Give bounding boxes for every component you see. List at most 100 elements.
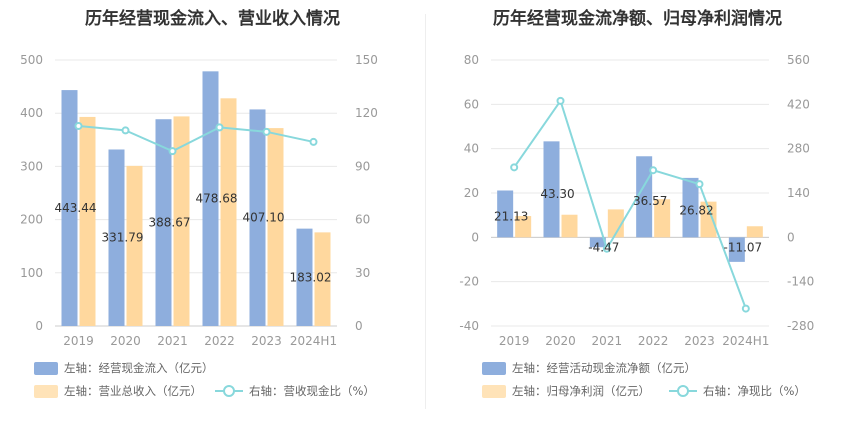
legend-swatch-line — [215, 384, 243, 398]
right-axis-tick-label: 420 — [787, 97, 810, 111]
data-label: 331.79 — [102, 231, 144, 245]
x-axis-tick-label: 2023 — [251, 334, 282, 348]
left-chart-plot: 0 100 200 300 400 500 0 30 60 90 120 150 2019 2020 202… — [20, 53, 378, 348]
line-point — [556, 96, 565, 105]
data-label: 443.44 — [55, 201, 97, 215]
legend-swatch-bar — [482, 361, 506, 375]
right-chart-plot: -40 -20 0 20 40 60 80 -280 -140 0 140 280 420 560 2019… — [459, 53, 814, 348]
data-label: -11.07 — [723, 240, 762, 254]
line-point — [215, 123, 224, 132]
x-axis-tick-label: 2020 — [110, 334, 141, 348]
bar-series-1 — [497, 190, 514, 238]
data-label: 21.13 — [494, 209, 528, 223]
bar-series-2 — [126, 165, 143, 326]
bar-series-1 — [728, 237, 745, 262]
bar-series-2 — [220, 98, 237, 326]
left-axis-tick-label: 100 — [20, 266, 43, 280]
left-axis-tick-label: 0 — [471, 230, 479, 244]
left-axis-tick-label: 500 — [20, 53, 43, 67]
bar-series-1 — [543, 141, 560, 238]
bar-series-2 — [173, 116, 190, 326]
line-point — [695, 180, 704, 189]
right-chart-panel: 历年经营现金流净额、归母净利润情况 -40 -20 0 20 40 60 80 -280 -14… — [425, 0, 850, 437]
bar-series-2 — [746, 226, 763, 238]
legend-item-revenue[interactable]: 左轴：营业总收入（亿元） — [34, 383, 202, 399]
left-axis-tick-label: 300 — [20, 159, 43, 173]
right-axis-tick-label: 120 — [355, 106, 378, 120]
left-axis-tick-label: 20 — [464, 186, 479, 200]
right-axis-tick-label: 60 — [355, 213, 370, 227]
legend-label: 左轴：经营现金流入（亿元） — [64, 361, 214, 375]
legend-swatch-bar — [34, 384, 58, 398]
line-series — [78, 124, 314, 153]
line-point — [309, 137, 318, 146]
bar-series-2 — [314, 232, 331, 326]
data-label: 26.82 — [679, 204, 713, 218]
x-axis-tick-label: 2022 — [638, 334, 669, 348]
data-label: 478.68 — [196, 192, 238, 206]
right-axis-tick-label: -280 — [787, 319, 814, 333]
data-label: 407.10 — [243, 211, 285, 225]
right-axis-tick-label: 0 — [355, 319, 363, 333]
line-point — [602, 244, 611, 253]
line-point — [262, 127, 271, 136]
bar-series-1 — [296, 228, 313, 326]
x-axis-tick-label: 2020 — [545, 334, 576, 348]
legend-item-net-cashflow[interactable]: 左轴：经营活动现金流净额（亿元） — [482, 360, 696, 376]
data-label: 388.67 — [149, 216, 191, 230]
legend-swatch-bar — [482, 384, 506, 398]
left-axis-tick-label: 60 — [464, 97, 479, 111]
line-point — [168, 147, 177, 156]
x-axis-tick-label: 2021 — [157, 334, 188, 348]
left-axis-tick-label: -20 — [459, 275, 479, 289]
legend-label: 左轴：归母净利润（亿元） — [512, 384, 650, 398]
x-axis-tick-label: 2022 — [204, 334, 235, 348]
bar-series-1 — [589, 237, 606, 248]
bar-series-1 — [108, 149, 125, 326]
legend-item-cash-inflow[interactable]: 左轴：经营现金流入（亿元） — [34, 360, 214, 376]
legend-label: 左轴：营业总收入（亿元） — [64, 384, 202, 398]
x-axis-tick-label: 2019 — [499, 334, 530, 348]
left-axis-tick-label: 400 — [20, 106, 43, 120]
legend-swatch-line — [669, 384, 697, 398]
legend-item-net-cash-ratio[interactable]: 右轴：净现比（%） — [669, 383, 806, 399]
data-label: -4.47 — [588, 240, 619, 254]
bar-series-1 — [636, 156, 653, 238]
legend-label: 左轴：经营活动现金流净额（亿元） — [512, 361, 696, 375]
right-axis-tick-label: 140 — [787, 186, 810, 200]
bar-series-2 — [267, 128, 284, 326]
legend-item-net-profit[interactable]: 左轴：归母净利润（亿元） — [482, 383, 650, 399]
line-point — [510, 163, 519, 172]
x-axis-tick-label: 2019 — [63, 334, 94, 348]
left-chart-panel: 历年经营现金流入、营业收入情况 0 100 200 300 400 500 0 30 60 90 1… — [20, 9, 378, 399]
bar-series-1 — [249, 109, 266, 327]
bar-series-2 — [700, 201, 717, 238]
legend-label: 右轴：营收现金比（%） — [249, 384, 375, 398]
x-axis-tick-label: 2023 — [684, 334, 715, 348]
right-axis-tick-label: 30 — [355, 266, 370, 280]
line-point — [74, 121, 83, 130]
legend-item-cash-ratio[interactable]: 右轴：营收现金比（%） — [215, 383, 375, 399]
legend-swatch-bar — [34, 361, 58, 375]
right-axis-tick-label: -140 — [787, 275, 814, 289]
right-axis-tick-label: 90 — [355, 159, 370, 173]
line-point — [121, 126, 130, 135]
right-axis-tick-label: 150 — [355, 53, 378, 67]
left-axis-tick-label: 40 — [464, 142, 479, 156]
right-chart-title: 历年经营现金流净额、归母净利润情况 — [493, 9, 782, 29]
legend-label: 右轴：净现比（%） — [703, 384, 806, 398]
data-label: 183.02 — [290, 270, 332, 284]
right-axis-tick-label: 280 — [787, 142, 810, 156]
x-axis-tick-label: 2021 — [592, 334, 623, 348]
left-axis-tick-label: 0 — [35, 319, 43, 333]
left-chart-title: 历年经营现金流入、营业收入情况 — [85, 9, 340, 29]
line-point — [741, 304, 750, 313]
right-axis-tick-label: 0 — [787, 230, 795, 244]
x-axis-tick-label: 2024H1 — [290, 334, 337, 348]
bar-series-1 — [61, 90, 78, 326]
left-axis-tick-label: 200 — [20, 213, 43, 227]
line-series — [513, 98, 747, 309]
x-axis-tick-label: 2024H1 — [722, 334, 769, 348]
panel-divider — [425, 14, 426, 409]
bar-series-1 — [682, 177, 699, 238]
